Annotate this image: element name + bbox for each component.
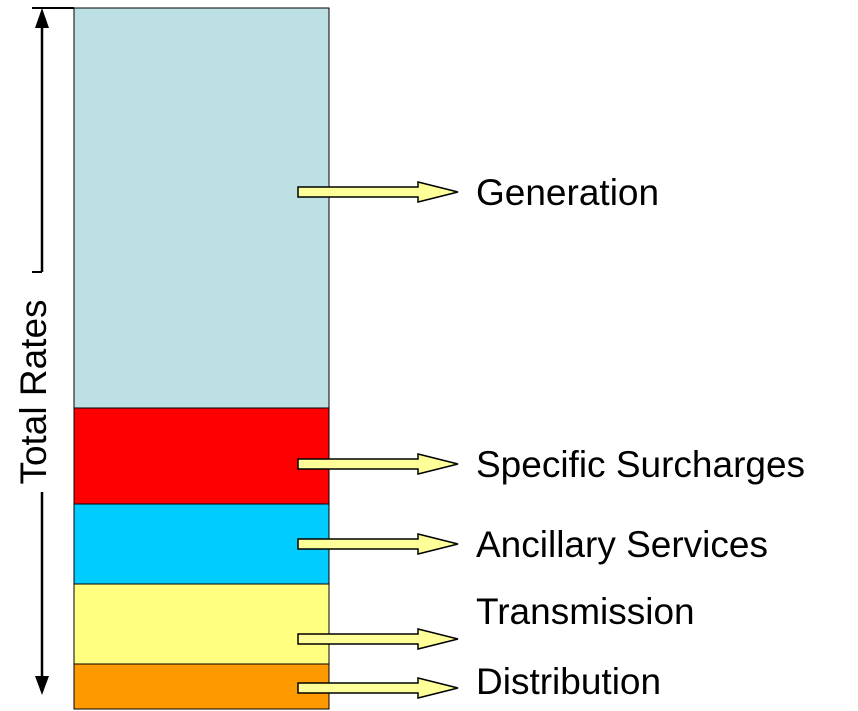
label-transmission: Transmission: [476, 591, 695, 632]
segment-transmission: [73, 583, 330, 665]
label-specific-surcharges: Specific Surcharges: [476, 444, 805, 485]
axis-label: Total Rates: [13, 299, 54, 484]
axis-up-arrow-icon: [35, 8, 49, 28]
total-rates-axis: Total Rates: [13, 7, 74, 695]
segment-generation: [73, 7, 330, 409]
arrow-ancillary-services-icon: [297, 533, 459, 555]
segment-ancillary-services: [73, 503, 330, 585]
segment-labels: Generation Specific Surcharges Ancillary…: [476, 172, 805, 702]
segment-distribution: [73, 663, 330, 710]
label-ancillary-services: Ancillary Services: [476, 524, 768, 565]
arrow-specific-surcharges-icon: [297, 453, 459, 475]
arrow-generation-icon: [297, 181, 459, 203]
axis-down-arrow-icon: [35, 676, 49, 695]
label-distribution: Distribution: [476, 661, 661, 702]
arrow-transmission-icon: [297, 628, 459, 650]
pointer-arrows: [297, 181, 459, 699]
arrow-distribution-icon: [297, 677, 459, 699]
label-generation: Generation: [476, 172, 659, 213]
stacked-bar: [73, 7, 330, 710]
segment-specific-surcharges: [73, 407, 330, 505]
